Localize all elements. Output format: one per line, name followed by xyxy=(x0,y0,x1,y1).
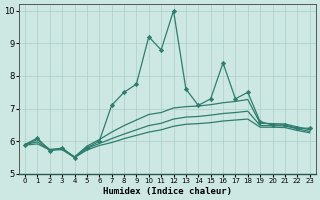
X-axis label: Humidex (Indice chaleur): Humidex (Indice chaleur) xyxy=(103,187,232,196)
